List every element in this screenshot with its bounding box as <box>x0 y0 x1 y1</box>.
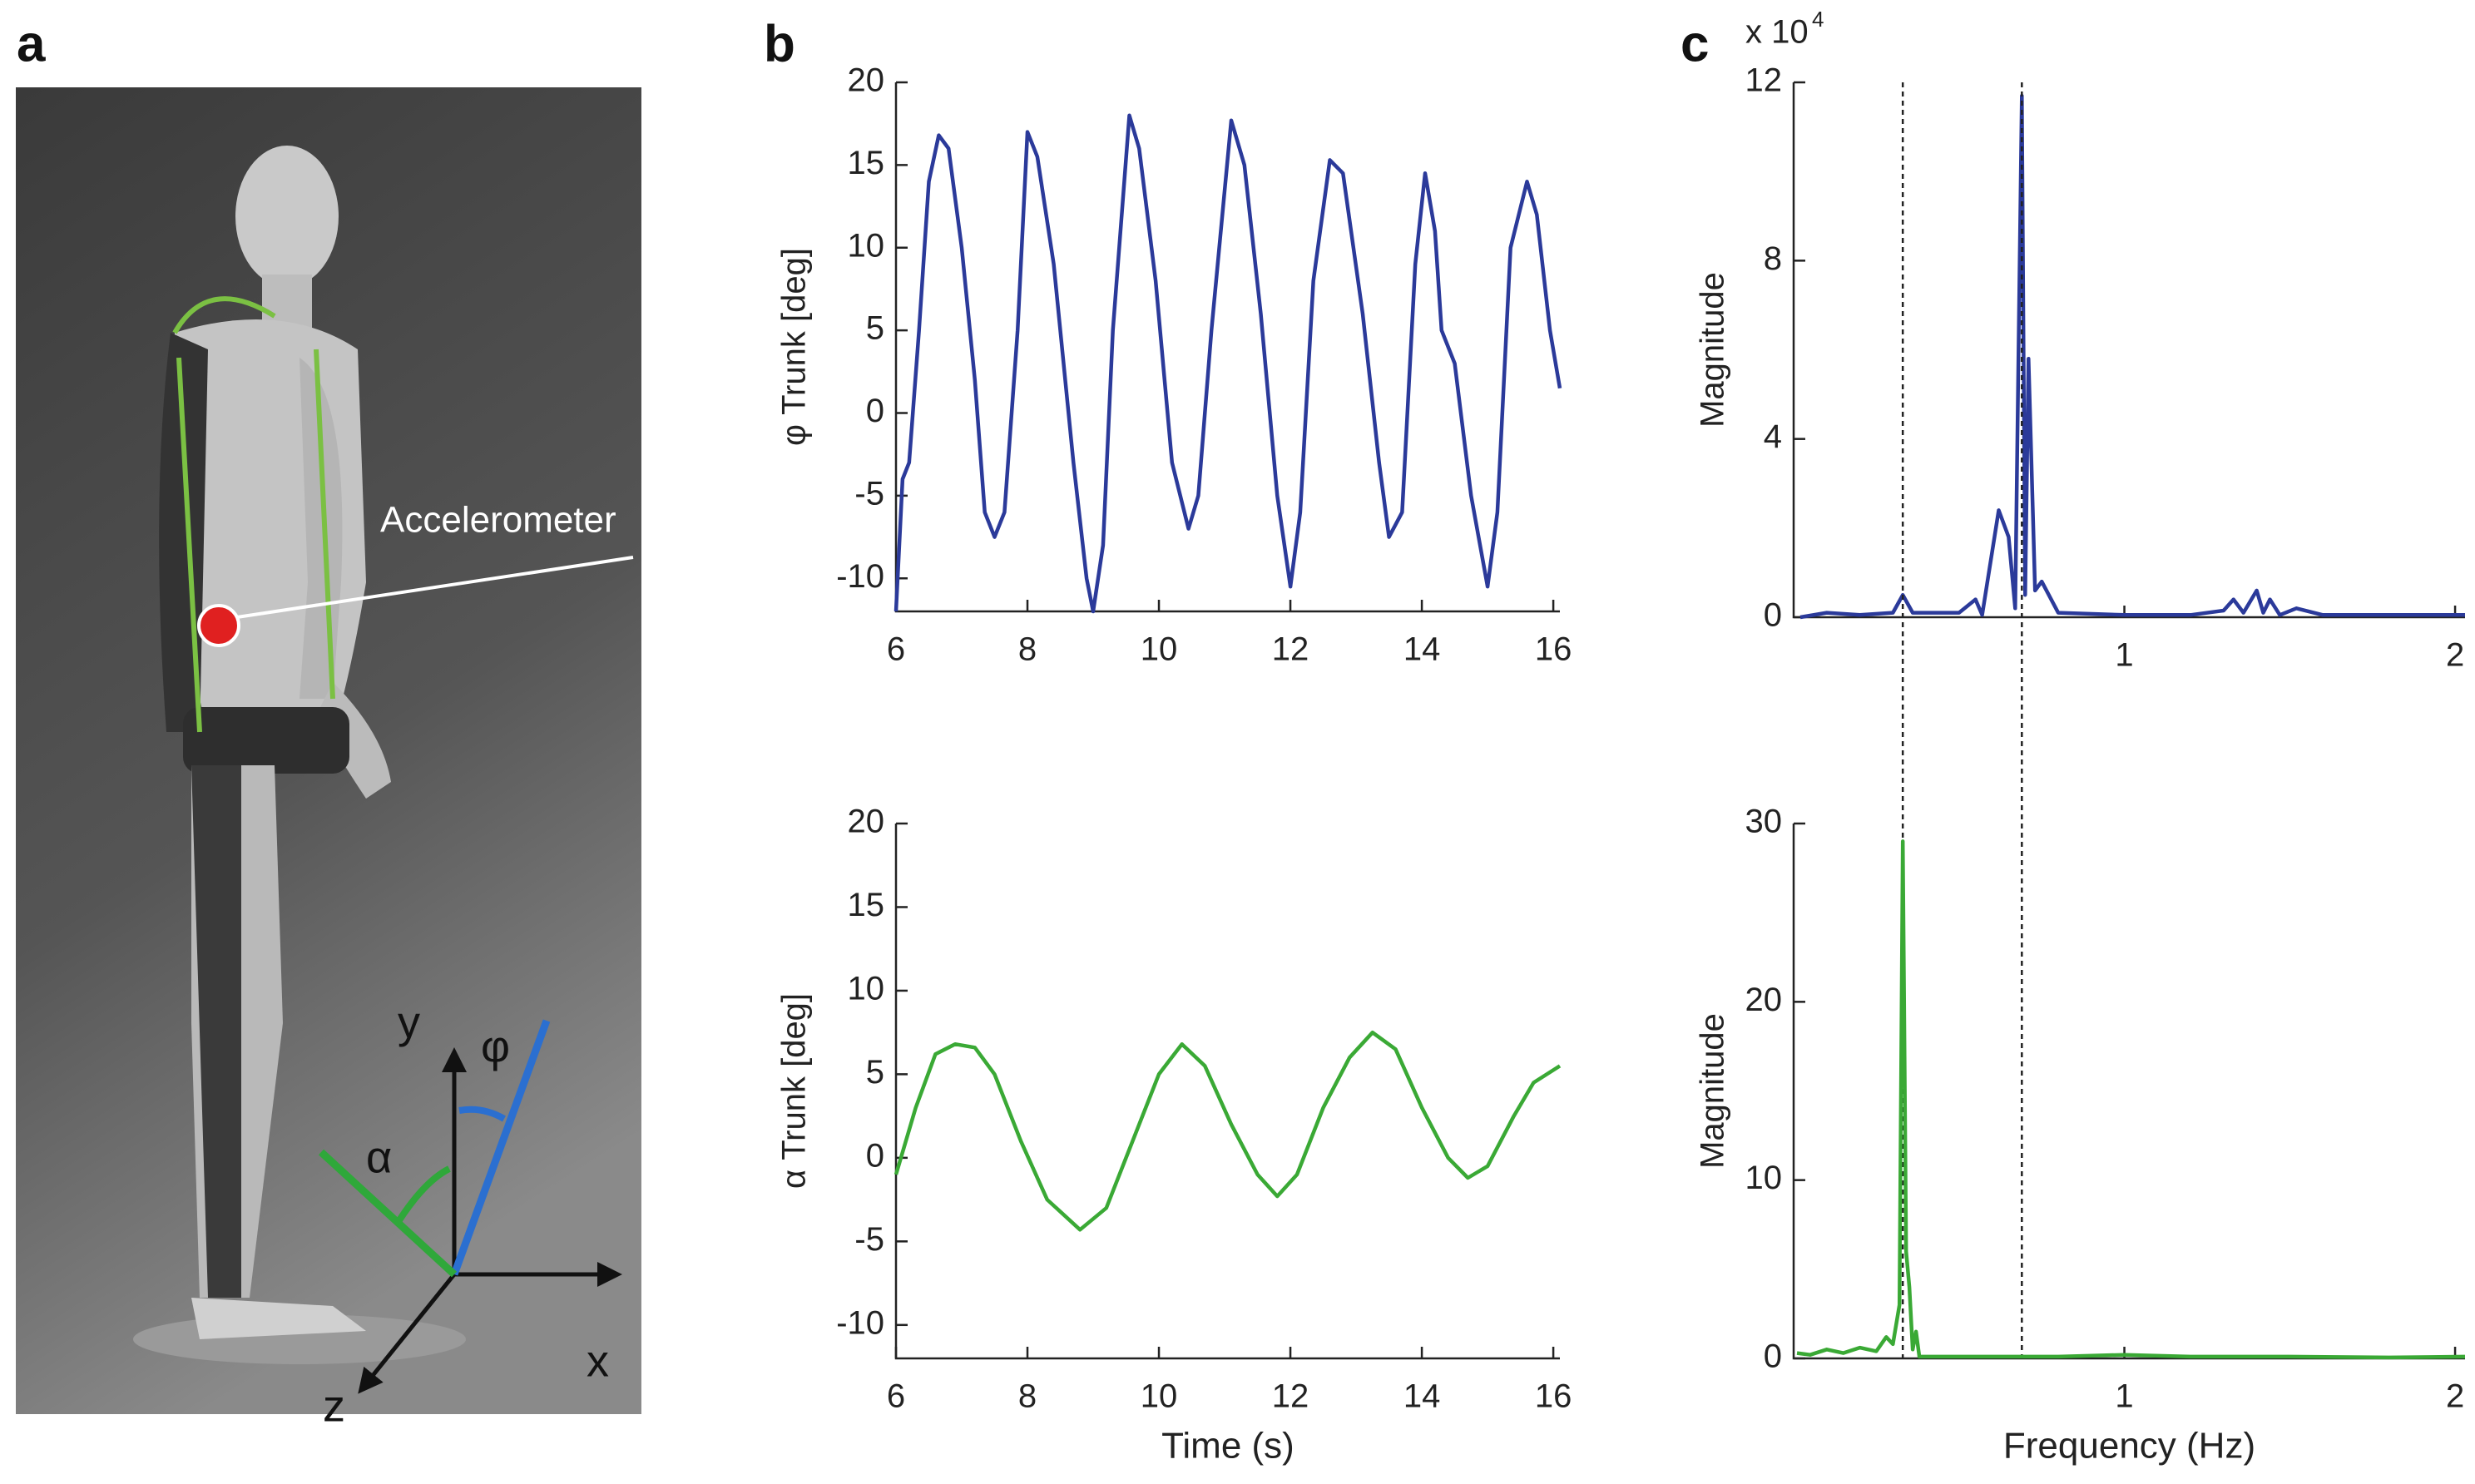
panel-label: a <box>17 15 46 72</box>
x-tick-label: 10 <box>1141 1378 1178 1415</box>
y-tick-label: 5 <box>866 1054 884 1091</box>
y-tick-label: 4 <box>1764 418 1782 455</box>
y-axis-label: α Trunk [deg] <box>776 993 813 1189</box>
line <box>893 113 1562 614</box>
annotation: Accelerometer <box>380 500 616 541</box>
x-tick-label: 12 <box>1272 631 1309 668</box>
x-tick-label: 8 <box>1018 1378 1037 1415</box>
y-tick-label: -5 <box>854 475 884 512</box>
x-axis-label: Frequency (Hz) <box>2003 1426 2255 1467</box>
axis <box>1792 82 2465 619</box>
y-tick-label: 30 <box>1745 804 1783 840</box>
x-tick-label: 16 <box>1535 631 1572 668</box>
x-tick-label: 2 <box>2446 637 2464 674</box>
x-axis-label: Time (s) <box>1161 1426 1294 1467</box>
axis-multiplier: x 10 <box>1745 14 1809 51</box>
x-tick-label: 16 <box>1535 1378 1572 1415</box>
line <box>893 1030 1562 1232</box>
y-tick-label: 0 <box>866 393 884 429</box>
y-tick-label: -5 <box>854 1221 884 1258</box>
y-tick-label: 20 <box>1745 982 1783 1018</box>
y-axis-label: Magnitude <box>1695 1013 1731 1169</box>
x-tick-label: 1 <box>2115 637 2133 674</box>
y-tick-label: 15 <box>848 887 885 923</box>
x-tick-label: 1 <box>2115 1378 2133 1415</box>
x-tick-label: 6 <box>887 631 905 668</box>
y-tick-label: 20 <box>848 62 885 99</box>
y-tick-label: 0 <box>1764 1338 1782 1375</box>
x-tick-label: 12 <box>1272 1378 1309 1415</box>
y-tick-label: 8 <box>1764 240 1782 277</box>
y-tick-label: -10 <box>836 1304 884 1341</box>
panel-label: b <box>764 15 795 72</box>
y-tick-label: 0 <box>1764 597 1782 634</box>
axis-label: x <box>587 1336 609 1386</box>
x-tick-label: 8 <box>1018 631 1037 668</box>
axis <box>1792 824 2465 1360</box>
y-tick-label: 10 <box>848 971 885 1007</box>
x-tick-label: 10 <box>1141 631 1178 668</box>
y-axis-label: Magnitude <box>1695 272 1731 428</box>
axis <box>894 824 1560 1360</box>
x-tick-label: 6 <box>887 1378 905 1415</box>
photo: Accelerometer y x z α φ <box>16 87 641 1431</box>
x-tick-label: 2 <box>2446 1378 2464 1415</box>
axis-label: y <box>398 997 420 1047</box>
panel-label: c <box>1681 15 1709 72</box>
x-tick-label: 14 <box>1403 631 1441 668</box>
y-tick-label: 10 <box>848 227 885 264</box>
angle-label: α <box>366 1132 392 1182</box>
y-tick-label: 12 <box>1745 62 1783 99</box>
y-tick-label: 20 <box>848 804 885 840</box>
y-tick-label: 5 <box>866 310 884 347</box>
angle-label: φ <box>481 1021 510 1071</box>
x-tick-label: 14 <box>1403 1378 1441 1415</box>
axis-label: z <box>323 1381 345 1431</box>
y-tick-label: 0 <box>866 1137 884 1174</box>
axis-multiplier-exponent: 4 <box>1812 7 1824 32</box>
y-tick-label: 10 <box>1745 1160 1783 1196</box>
y-axis-label: φ Trunk [deg] <box>776 248 813 446</box>
y-tick-label: 15 <box>848 145 885 181</box>
line <box>1796 839 2466 1360</box>
line <box>1799 93 2465 620</box>
y-tick-label: -10 <box>836 558 884 595</box>
